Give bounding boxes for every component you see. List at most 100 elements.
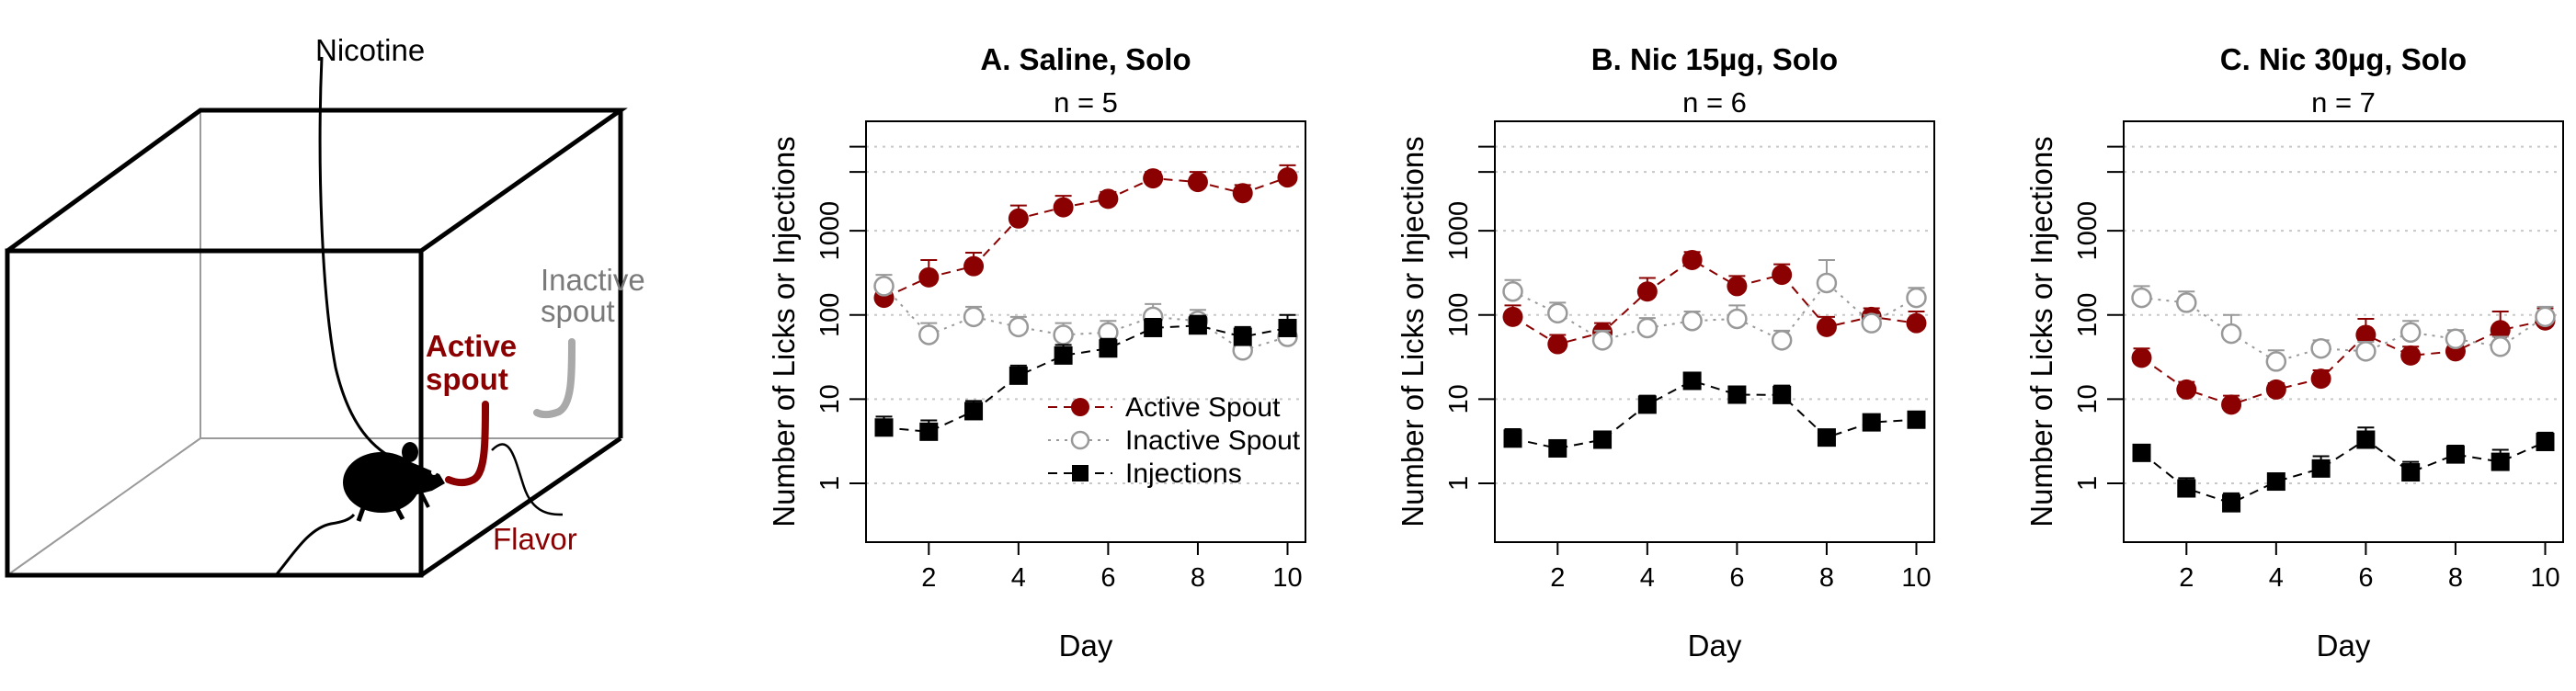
data-point xyxy=(963,306,985,328)
data-point xyxy=(2176,292,2197,313)
data-point xyxy=(1727,276,1748,297)
x-tick-label: 10 xyxy=(1272,563,1302,593)
data-point xyxy=(2355,324,2377,346)
series-active-spout xyxy=(1502,249,1927,355)
y-tick-label: 10 xyxy=(815,384,845,413)
chart-title: C. Nic 30µg, Solo xyxy=(2220,42,2467,76)
chart-title: B. Nic 15µg, Solo xyxy=(1591,42,1838,76)
data-point xyxy=(1816,316,1837,337)
data-point xyxy=(2221,394,2242,415)
data-point xyxy=(1862,413,1881,432)
operant-box-diagram: Nicotine Inactive spout Active spout Fla… xyxy=(5,33,645,578)
legend-label: Injections xyxy=(1125,459,1242,489)
chart-panel-b: 1 10 100 1000 2 4 6 8 10 B. Nic 15µg, Solo n = 6 Da… xyxy=(1396,42,1935,663)
x-tick-label: 10 xyxy=(1901,563,1931,593)
legend-label: Inactive Spout xyxy=(1125,425,1301,456)
y-tick-label: 10 xyxy=(1444,384,1474,413)
data-point xyxy=(1682,371,1702,391)
rat-icon xyxy=(274,442,445,576)
data-point xyxy=(1278,318,1297,337)
y-tick-label: 1000 xyxy=(2073,201,2103,261)
data-point xyxy=(1772,265,1793,286)
data-point xyxy=(1772,385,1792,404)
y-tick-label: 100 xyxy=(815,293,845,337)
data-point xyxy=(873,276,895,297)
data-point xyxy=(1232,183,1253,204)
series-line xyxy=(883,285,1288,352)
x-tick-label: 4 xyxy=(1011,563,1026,593)
data-point xyxy=(1727,308,1748,330)
data-point xyxy=(1502,280,1523,302)
data-point xyxy=(2132,443,2151,462)
x-tick-label: 4 xyxy=(2269,563,2284,593)
data-point xyxy=(1548,438,1567,458)
data-point xyxy=(1817,428,1836,447)
data-point xyxy=(2490,320,2511,341)
data-point xyxy=(1681,249,1703,270)
y-tick-label: 1000 xyxy=(1444,201,1474,261)
nicotine-tube-icon xyxy=(318,56,396,461)
data-point xyxy=(1008,208,1029,229)
y-tick-label: 100 xyxy=(2073,293,2103,337)
data-point xyxy=(2399,322,2422,344)
data-point xyxy=(2445,445,2465,464)
series-injections xyxy=(1503,371,1926,458)
data-point xyxy=(2222,493,2241,513)
data-point xyxy=(919,422,939,441)
data-point xyxy=(2265,351,2287,372)
data-point xyxy=(1593,430,1613,449)
data-point xyxy=(2445,328,2467,350)
data-point xyxy=(1009,366,1028,385)
x-tick-label: 6 xyxy=(1100,563,1115,593)
data-point xyxy=(2176,379,2197,400)
y-axis-label: Number of Licks or Injections xyxy=(2024,136,2058,527)
plot-frame xyxy=(1494,120,1935,543)
series-line xyxy=(1512,379,1917,449)
y-tick-label: 1 xyxy=(815,476,845,491)
data-point xyxy=(1053,197,1074,218)
legend-marker xyxy=(1071,398,1089,416)
data-point xyxy=(1861,312,1882,334)
data-point xyxy=(1637,395,1657,414)
data-point xyxy=(1098,188,1119,210)
data-point xyxy=(1188,316,1207,335)
data-point xyxy=(1053,324,1074,346)
series-active-spout xyxy=(2131,307,2556,415)
chart-subtitle: n = 5 xyxy=(1054,86,1118,119)
legend-label: Active Spout xyxy=(1125,392,1281,423)
data-point xyxy=(1907,410,1926,429)
data-point xyxy=(1547,302,1568,324)
chart-title: A. Saline, Solo xyxy=(980,42,1191,76)
chart-subtitle: n = 7 xyxy=(2311,86,2376,119)
data-point xyxy=(1727,385,1747,404)
data-point xyxy=(963,255,985,277)
data-point xyxy=(1144,318,1163,337)
y-axis-label: Number of Licks or Injections xyxy=(1396,136,1430,527)
data-point xyxy=(2535,306,2556,328)
data-point xyxy=(2536,432,2555,451)
active-spout-label-line1: Active xyxy=(426,329,517,363)
x-tick-label: 10 xyxy=(2530,563,2559,593)
data-point xyxy=(2400,345,2422,366)
data-point xyxy=(2177,479,2196,498)
x-tick-label: 2 xyxy=(921,563,936,593)
data-point xyxy=(1906,287,1927,309)
data-point xyxy=(964,402,984,421)
series-line xyxy=(2140,319,2546,406)
data-point xyxy=(1636,281,1658,302)
flavor-label: Flavor xyxy=(493,522,577,556)
data-point xyxy=(1008,316,1030,338)
data-point xyxy=(2265,379,2286,400)
data-point xyxy=(874,418,894,437)
data-point xyxy=(1277,167,1298,188)
flavor-line xyxy=(491,443,564,516)
x-tick-label: 2 xyxy=(2179,563,2194,593)
legend-marker xyxy=(1070,430,1090,450)
x-axis-label: Day xyxy=(2317,629,2371,663)
x-tick-label: 8 xyxy=(2448,563,2463,593)
data-point xyxy=(1591,330,1613,351)
y-tick-label: 1 xyxy=(2073,476,2103,491)
data-point xyxy=(1187,172,1208,193)
series-inactive-spout xyxy=(1502,258,1927,351)
